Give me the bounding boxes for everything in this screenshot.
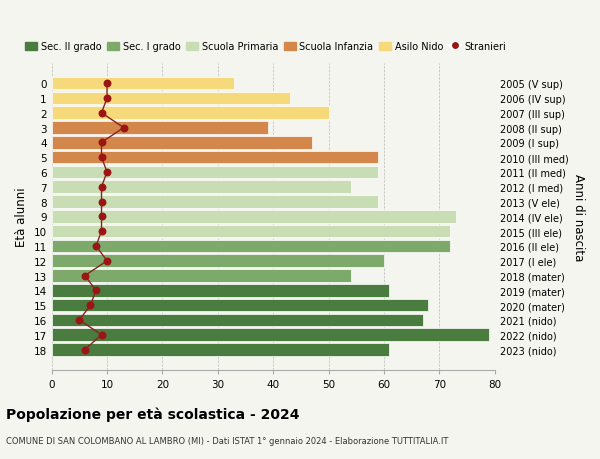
Bar [52, 181, 351, 194]
Text: COMUNE DI SAN COLOMBANO AL LAMBRO (MI) - Dati ISTAT 1° gennaio 2024 - Elaborazio: COMUNE DI SAN COLOMBANO AL LAMBRO (MI) -… [6, 436, 448, 445]
Point [97, 140, 106, 147]
Point [102, 257, 112, 265]
Point [74, 317, 84, 324]
Point [102, 80, 112, 88]
Y-axis label: Età alunni: Età alunni [15, 187, 28, 246]
Bar [52, 78, 235, 90]
Bar [52, 137, 312, 149]
Bar [52, 255, 384, 268]
Point [102, 95, 112, 102]
Point [91, 287, 101, 294]
Bar [52, 225, 451, 238]
Point [97, 228, 106, 235]
Point [97, 331, 106, 339]
Bar [52, 107, 329, 120]
Point [80, 346, 89, 353]
Point [97, 184, 106, 191]
Point [91, 243, 101, 250]
Point [119, 125, 128, 132]
Bar [52, 122, 268, 134]
Bar [52, 151, 379, 164]
Point [97, 154, 106, 162]
Point [86, 302, 95, 309]
Point [80, 272, 89, 280]
Point [97, 213, 106, 221]
Text: Popolazione per età scolastica - 2024: Popolazione per età scolastica - 2024 [6, 406, 299, 421]
Point [102, 169, 112, 176]
Bar [52, 285, 389, 297]
Bar [52, 93, 290, 105]
Bar [52, 329, 489, 341]
Y-axis label: Anni di nascita: Anni di nascita [572, 174, 585, 261]
Point [97, 110, 106, 117]
Bar [52, 343, 389, 356]
Bar [52, 314, 423, 326]
Bar [52, 166, 379, 179]
Bar [52, 270, 351, 282]
Bar [52, 299, 428, 312]
Bar [52, 240, 451, 253]
Legend: Sec. II grado, Sec. I grado, Scuola Primaria, Scuola Infanzia, Asilo Nido, Stran: Sec. II grado, Sec. I grado, Scuola Prim… [21, 38, 510, 56]
Point [97, 198, 106, 206]
Bar [52, 196, 379, 208]
Bar [52, 211, 456, 223]
